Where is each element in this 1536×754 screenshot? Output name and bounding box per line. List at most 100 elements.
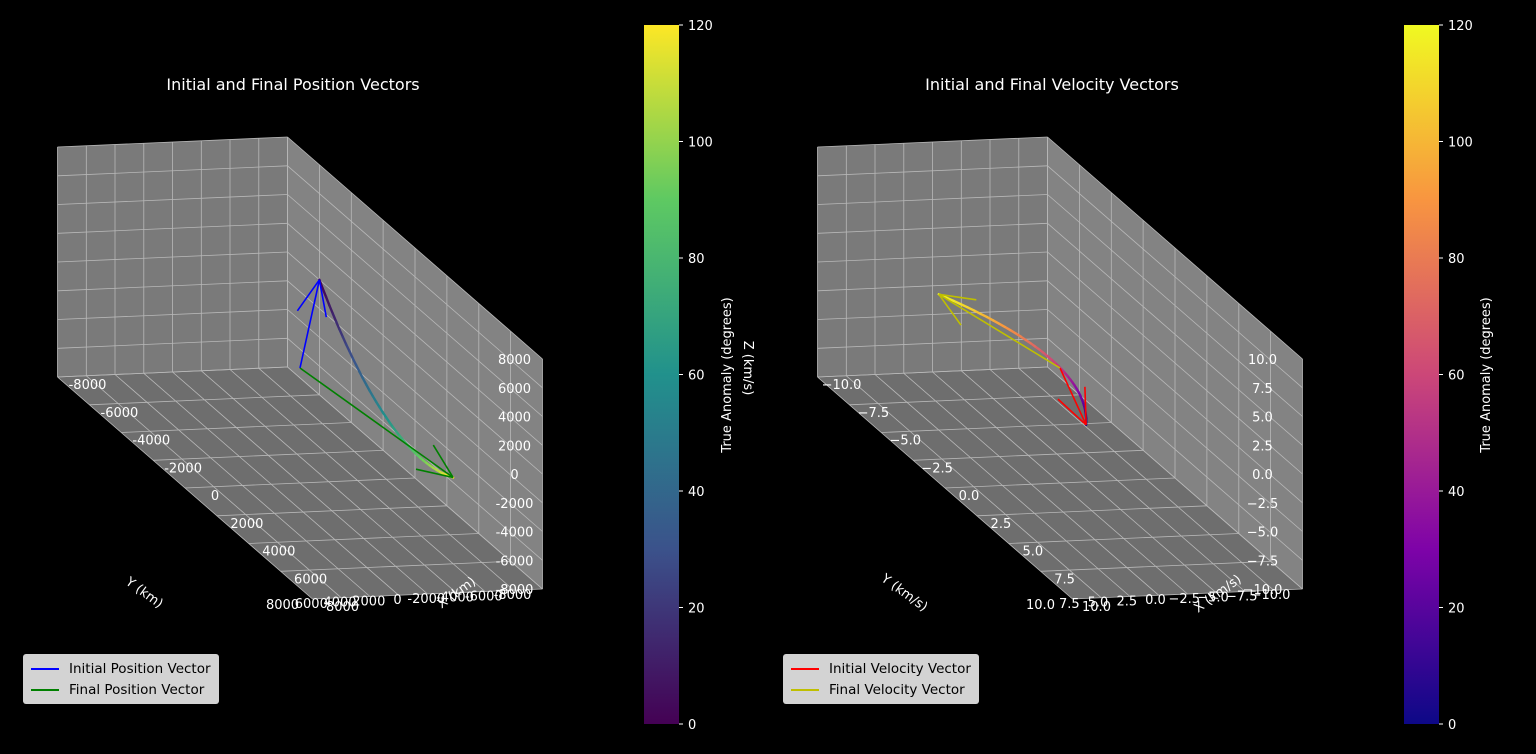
velocity-chart: Initial and Final Velocity Vectors −10.0… (740, 19, 1494, 733)
legend-item: Final Position Vector (31, 679, 211, 700)
vector-arrowhead (432, 444, 454, 478)
grid-line (817, 194, 1048, 205)
y-tick-label: 10.0 (1026, 598, 1055, 613)
trajectory-segment (358, 370, 364, 380)
grid-line (1008, 533, 1239, 544)
z-tick-label: 10.0 (1248, 353, 1277, 368)
z-tick-label: −5.0 (1247, 526, 1279, 541)
grid-line (287, 136, 543, 360)
grid-line (1047, 222, 1303, 446)
grid-line (287, 165, 543, 389)
vector-arrows (938, 293, 1087, 426)
x-tick-label: -8000 (69, 378, 107, 393)
z-tick-label: 0 (510, 468, 518, 483)
vector-line (299, 279, 321, 369)
x-tick-label: −2.5 (921, 461, 953, 476)
trajectory-segment (355, 364, 361, 373)
x-tick-label: 0.0 (959, 489, 980, 504)
x-tick-label: −7.5 (858, 406, 890, 421)
trajectory-segment (945, 296, 955, 302)
grid-line (216, 505, 447, 517)
grid-line (57, 251, 288, 263)
trajectory-segment (966, 306, 976, 312)
x-tick-label: -4000 (132, 434, 170, 449)
chart-title: Initial and Final Velocity Vectors (925, 75, 1179, 94)
colorbar-tick-label: 100 (1448, 136, 1473, 151)
colorbar-tick-label: 120 (688, 19, 713, 34)
vector-arrowhead (938, 293, 977, 301)
grid-line (287, 251, 543, 475)
grid-line (57, 165, 288, 177)
y-tick-label: 0.0 (1145, 593, 1166, 608)
colorbar-tick-label: 60 (1448, 369, 1465, 384)
y-tick-label: 6000 (295, 597, 328, 612)
colorbar-ticks: 0 20 40 60 80 100 120 (679, 19, 713, 733)
y-tick-label: −10.0 (1251, 588, 1291, 603)
grid-line (280, 560, 511, 572)
z-tick-labels: −10.0 −7.5 −5.0 −2.5 0.0 2.5 5.0 7.5 10.0 (1243, 353, 1283, 598)
grid-line (1040, 560, 1271, 572)
trajectory-segment (351, 357, 358, 367)
trajectory-segment (348, 350, 354, 360)
x-tick-label: -6000 (101, 406, 139, 421)
vector-arrowhead (318, 279, 328, 318)
legend-item: Initial Position Vector (31, 658, 211, 679)
grid-line (817, 222, 1048, 234)
grid-line (248, 533, 479, 544)
z-tick-label: -8000 (496, 583, 534, 598)
vector-line (938, 293, 1061, 369)
colorbar-tick-label: 0 (688, 718, 696, 733)
colorbar-label: True Anomaly (degrees) (1479, 297, 1494, 453)
z-tick-label: −10.0 (1243, 583, 1283, 598)
grid-line (1047, 251, 1303, 475)
x-tick-label: 4000 (262, 545, 295, 560)
y-axis-label: Y (km) (122, 574, 166, 612)
legend-swatch (791, 688, 819, 691)
trajectory-segment (328, 304, 334, 315)
vector-line (1059, 367, 1087, 426)
y-tick-label: -8000 (494, 588, 532, 603)
grid-line (57, 194, 288, 205)
legend-label: Initial Velocity Vector (829, 660, 971, 677)
z-tick-label: 7.5 (1252, 382, 1273, 397)
z-tick-label: 4000 (498, 411, 531, 426)
legend-swatch (31, 688, 59, 691)
grid-line (143, 372, 400, 596)
legend-label: Initial Position Vector (69, 660, 211, 677)
trajectory-segment (324, 295, 331, 307)
y-tick-label: −2.5 (1169, 592, 1201, 607)
z-axis-label: Z (km/s) (740, 341, 755, 396)
z-tick-label: -4000 (496, 526, 534, 541)
colorbar-label: True Anomaly (degrees) (720, 297, 735, 453)
x-tick-label: -2000 (164, 461, 202, 476)
trajectory-segment (334, 320, 341, 331)
z-tick-labels: -8000 -6000 -4000 -2000 0 2000 4000 6000 8000 (496, 353, 534, 598)
colorbar-tick-label: 40 (1448, 485, 1465, 500)
colorbar-tick-label: 60 (688, 369, 705, 384)
z-tick-label: 5.0 (1252, 411, 1273, 426)
grid-line (976, 505, 1207, 517)
legend-label: Final Position Vector (69, 681, 205, 698)
x-tick-label: 6000 (294, 572, 327, 587)
x-tick-label: 2000 (230, 517, 263, 532)
trajectory-segment (321, 287, 328, 299)
trajectory-line (937, 293, 1088, 426)
y-tick-label: -4000 (436, 591, 474, 606)
y-tick-label: −5.0 (1197, 591, 1229, 606)
legend: Initial Velocity Vector Final Velocity V… (783, 654, 979, 704)
x-tick-label: −10.0 (822, 378, 862, 393)
y-tick-label: 0 (393, 593, 401, 608)
y-tick-label: −7.5 (1226, 589, 1258, 604)
z-tick-label: -2000 (496, 497, 534, 512)
colorbar-tick-label: 40 (688, 485, 705, 500)
vector-arrowhead (938, 293, 962, 326)
legend-swatch (31, 667, 59, 670)
trajectory-segment (338, 328, 344, 339)
grid-line (1047, 136, 1303, 360)
grid-line (817, 165, 1048, 177)
y-tick-label: 7.5 (1059, 597, 1080, 612)
colorbar (1404, 25, 1439, 724)
x-tick-labels: −10.0−7.5−5.0−2.50.02.55.07.510.0 (822, 378, 1111, 615)
